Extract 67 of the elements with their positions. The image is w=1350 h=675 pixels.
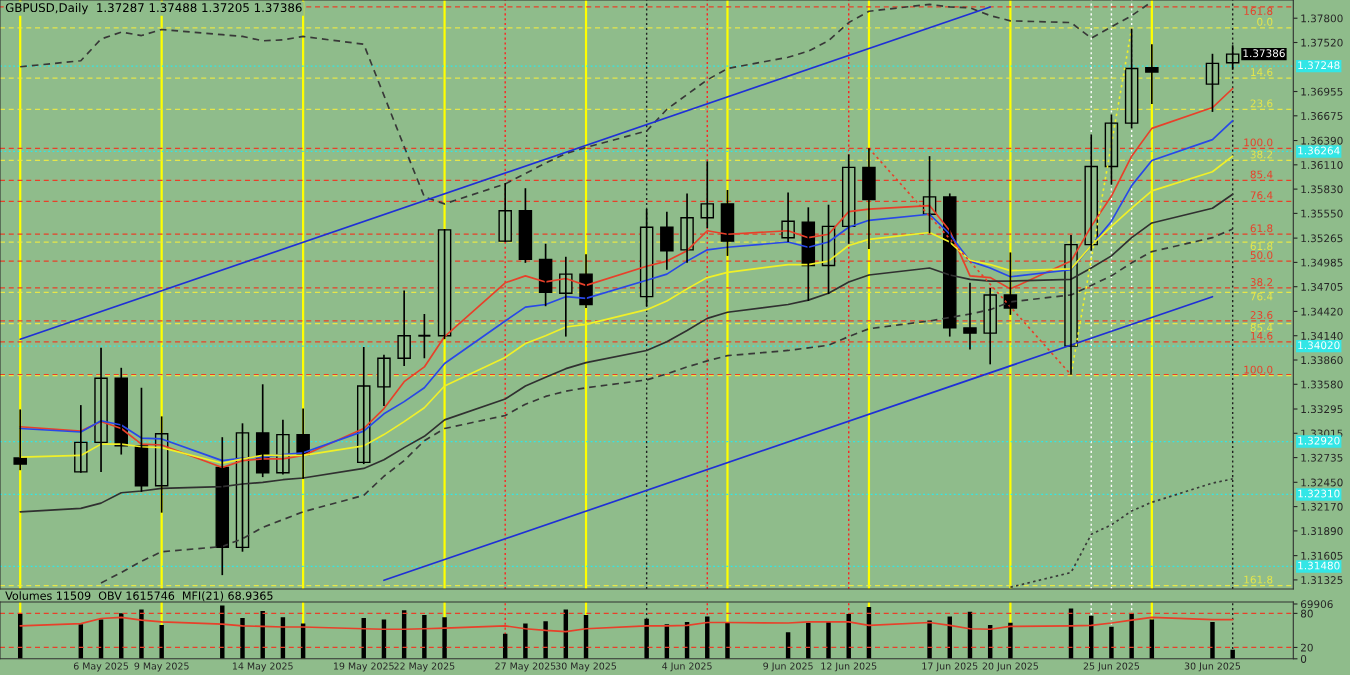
x-tick-label: 19 May 2025 [333, 662, 394, 672]
annotation: 76.4 [1250, 191, 1273, 200]
x-tick-label: 22 May 2025 [394, 662, 455, 672]
ref-line-label: 1.37248 [1298, 61, 1340, 70]
y-tick-label: 1.33580 [1301, 380, 1343, 389]
y-tick-label: 1.34420 [1301, 307, 1343, 316]
annotation: 38.2 [1250, 278, 1273, 286]
y-tick-label: 1.31605 [1301, 551, 1343, 560]
y2-tick-label: 69906 [1300, 600, 1333, 609]
x-tick-label: 14 May 2025 [232, 662, 293, 672]
y-tick-label: 0 [1300, 655, 1307, 663]
y-tick-label: 1.33295 [1301, 405, 1343, 414]
y-tick-label: 1.37520 [1301, 38, 1343, 47]
annotation: 76.4 [1250, 292, 1273, 301]
annotation: 85.4 [1250, 323, 1273, 332]
y-tick-label: 1.31325 [1301, 576, 1343, 584]
ref-line-label: 1.32310 [1298, 489, 1340, 498]
x-tick-label: 9 May 2025 [134, 662, 189, 672]
x-tick-label: 12 Jun 2025 [821, 662, 877, 672]
x-tick-label: 27 May 2025 [495, 662, 556, 672]
x-tick-label: 30 May 2025 [555, 662, 616, 672]
y-tick-label: 1.35830 [1301, 185, 1343, 194]
chart-title: Volumes 11509 OBV 1615746 MFI(21) 68.9365 [5, 591, 273, 602]
ref-line-label: 1.32920 [1298, 436, 1340, 445]
x-tick-label: 9 Jun 2025 [763, 662, 813, 672]
x-tick-label: 30 Jun 2025 [1184, 662, 1241, 672]
ref-line-label: 1.31480 [1298, 561, 1340, 570]
y-tick-label: 1.31890 [1301, 527, 1343, 535]
y-tick-label: 1.34140 [1301, 331, 1343, 340]
ref-line-label: 1.36264 [1298, 146, 1340, 155]
y-tick-label: 1.35265 [1301, 234, 1343, 243]
annotation: 50.0 [1250, 251, 1273, 260]
y-tick-label: 1.32450 [1301, 478, 1343, 487]
x-tick-label: 20 Jun 2025 [982, 662, 1038, 672]
y-tick-label: 1.32170 [1301, 502, 1343, 511]
y-tick-label: 1.33860 [1301, 356, 1343, 365]
annotation: 14.6 [1251, 68, 1273, 77]
annotation: 1.37386 [1243, 49, 1285, 58]
annotation: 161.8 [1244, 7, 1273, 15]
y-tick-label: 1.34985 [1301, 258, 1343, 267]
y-tick-label: 1.36390 [1301, 136, 1343, 145]
annotation: 23.6 [1250, 311, 1273, 319]
x-tick-label: 6 May 2025 [73, 662, 128, 672]
annotation: 161.8 [1244, 575, 1273, 584]
annotation: 100.0 [1244, 365, 1273, 374]
annotation: 38.2 [1250, 150, 1273, 159]
y-tick-label: 1.35550 [1301, 209, 1343, 218]
annotation: 0.0 [1257, 17, 1273, 26]
y-tick-label: 1.36675 [1301, 112, 1343, 120]
y-tick-label: 80 [1300, 609, 1313, 618]
y-tick-label: 1.32735 [1301, 453, 1343, 462]
x-tick-label: 17 Jun 2025 [922, 662, 978, 672]
annotation: 14.6 [1251, 331, 1273, 340]
annotation: 100.0 [1244, 138, 1273, 147]
y-tick-label: 1.34705 [1301, 282, 1343, 291]
annotation: 85.4 [1250, 170, 1273, 179]
annotation: 61.8 [1250, 224, 1273, 233]
x-tick-label: 4 Jun 2025 [662, 662, 712, 672]
annotation: 61.8 [1250, 242, 1273, 251]
y-tick-label: 20 [1301, 643, 1313, 652]
ref-line-label: 1.34020 [1298, 341, 1340, 350]
x-tick-label: 25 Jun 2025 [1083, 662, 1140, 672]
annotation: 23.6 [1250, 99, 1273, 108]
y-tick-label: 1.36110 [1301, 161, 1343, 169]
y-tick-label: 1.36955 [1301, 87, 1343, 96]
chart-title: GBPUSD,Daily 1.37287 1.37488 1.37205 1.37386 [5, 2, 302, 15]
y-tick-label: 1.37800 [1301, 14, 1343, 23]
